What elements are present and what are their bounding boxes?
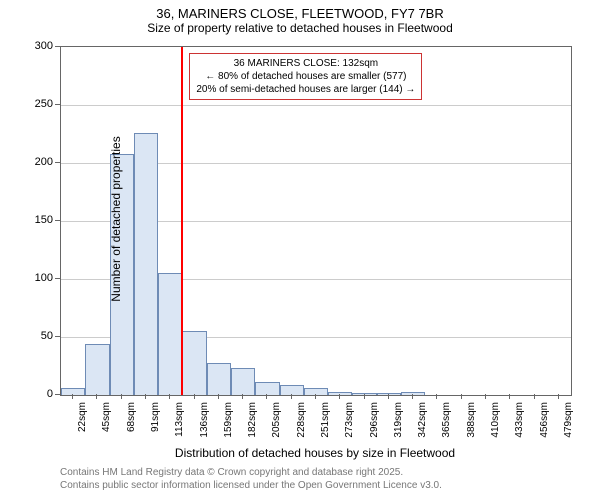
x-tick [169,394,170,399]
histogram-bar [158,273,182,395]
x-tick [291,394,292,399]
histogram-bar [377,393,401,395]
x-tick-label: 456sqm [539,402,550,452]
annotation-line: 36 MARINERS CLOSE: 132sqm [196,57,415,70]
x-tick [558,394,559,399]
x-tick [96,394,97,399]
histogram-bar [182,331,206,395]
histogram-bar [61,388,85,395]
x-tick-label: 365sqm [441,402,452,452]
y-tick-label: 100 [25,272,53,284]
x-tick-label: 22sqm [77,402,88,452]
histogram-bar [401,392,425,395]
x-tick-label: 319sqm [393,402,404,452]
x-tick [72,394,73,399]
x-tick [534,394,535,399]
x-tick-label: 159sqm [223,402,234,452]
histogram-bar [255,382,279,395]
y-tick [55,394,60,395]
histogram-bar [231,368,255,395]
gridline [61,105,571,106]
x-tick-label: 433sqm [514,402,525,452]
histogram-bar [207,363,231,395]
x-tick-label: 45sqm [101,402,112,452]
y-tick-label: 250 [25,98,53,110]
y-tick-label: 0 [25,388,53,400]
y-axis-label: Number of detached properties [109,129,123,309]
y-tick-label: 50 [25,330,53,342]
y-tick-label: 150 [25,214,53,226]
x-tick-label: 410sqm [490,402,501,452]
histogram-bar [328,392,352,395]
histogram-bar [352,393,376,395]
annotation-line: ← 80% of detached houses are smaller (57… [196,70,415,83]
x-tick [145,394,146,399]
x-tick-label: 113sqm [174,402,185,452]
x-tick [218,394,219,399]
x-tick [485,394,486,399]
y-tick [55,104,60,105]
y-tick-label: 300 [25,40,53,52]
x-tick-label: 479sqm [563,402,574,452]
x-tick-label: 388sqm [466,402,477,452]
annotation-line: 20% of semi-detached houses are larger (… [196,83,415,96]
x-tick-label: 296sqm [369,402,380,452]
x-tick-label: 273sqm [344,402,355,452]
chart-footer: Contains HM Land Registry data © Crown c… [60,466,442,492]
x-tick [194,394,195,399]
property-marker-line [181,47,183,395]
footer-line-2: Contains public sector information licen… [60,479,442,492]
x-tick [412,394,413,399]
x-tick-label: 251sqm [320,402,331,452]
y-tick [55,336,60,337]
y-tick [55,220,60,221]
x-tick-label: 228sqm [296,402,307,452]
x-tick [388,394,389,399]
annotation-box: 36 MARINERS CLOSE: 132sqm← 80% of detach… [189,53,422,100]
x-tick [242,394,243,399]
x-tick [121,394,122,399]
x-tick [364,394,365,399]
chart-container: 36, MARINERS CLOSE, FLEETWOOD, FY7 7BR S… [0,0,600,500]
x-tick [461,394,462,399]
y-tick [55,162,60,163]
x-tick-label: 68sqm [126,402,137,452]
chart-title: 36, MARINERS CLOSE, FLEETWOOD, FY7 7BR [0,0,600,21]
x-tick [436,394,437,399]
x-tick-label: 91sqm [150,402,161,452]
y-tick-label: 200 [25,156,53,168]
histogram-bar [280,385,304,395]
histogram-bar [134,133,158,395]
x-tick [339,394,340,399]
x-tick-label: 342sqm [417,402,428,452]
histogram-bar [85,344,109,395]
chart-subtitle: Size of property relative to detached ho… [0,21,600,39]
x-tick [509,394,510,399]
x-tick-label: 182sqm [247,402,258,452]
footer-line-1: Contains HM Land Registry data © Crown c… [60,466,442,479]
x-tick-label: 205sqm [271,402,282,452]
plot-area: 36 MARINERS CLOSE: 132sqm← 80% of detach… [60,46,572,396]
y-tick [55,278,60,279]
x-tick [315,394,316,399]
x-tick-label: 136sqm [199,402,210,452]
y-tick [55,46,60,47]
x-tick [266,394,267,399]
